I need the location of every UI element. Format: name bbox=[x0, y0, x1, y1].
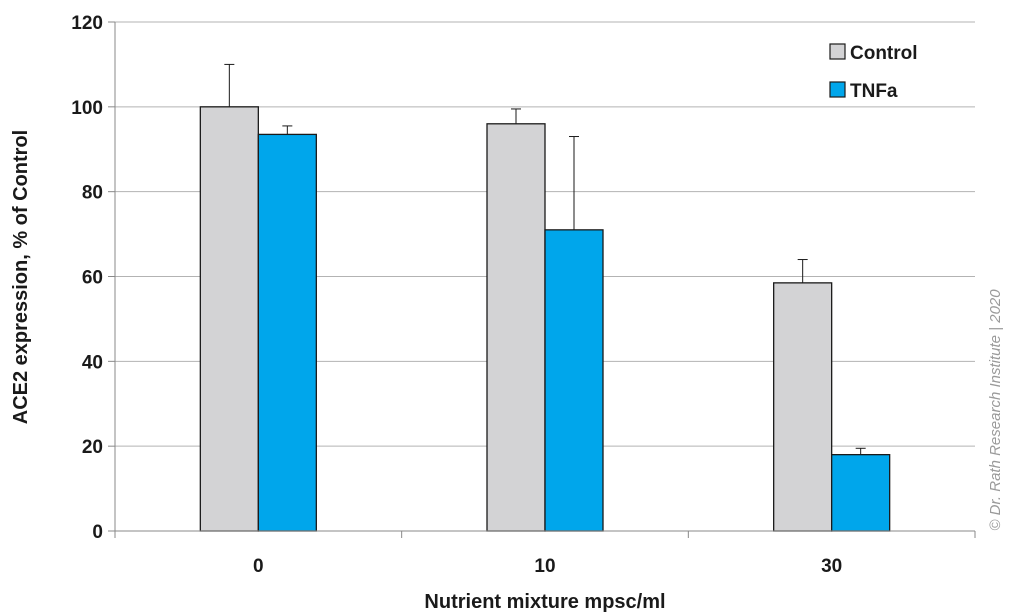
y-tick-label: 20 bbox=[82, 437, 103, 458]
x-tick-label: 10 bbox=[534, 556, 555, 577]
bar-tnfa-30 bbox=[831, 453, 891, 532]
x-tick-label: 0 bbox=[253, 556, 264, 577]
legend-label-control: Control bbox=[850, 43, 918, 64]
watermark: © Dr. Rath Research Institute | 2020 bbox=[987, 289, 1004, 531]
bar-tnfa-10 bbox=[544, 229, 604, 532]
legend: Control TNFa bbox=[829, 43, 918, 102]
bar-tnfa-0 bbox=[257, 133, 317, 532]
y-tick-labels: 0 20 40 60 80 100 120 bbox=[71, 13, 103, 543]
y-axis-title: ACE2 expression, % of Control bbox=[10, 130, 32, 425]
bar-control-0 bbox=[199, 106, 259, 532]
y-tick-label: 120 bbox=[71, 13, 103, 34]
legend-swatch-control bbox=[829, 43, 846, 60]
bar-control-10 bbox=[486, 123, 546, 532]
y-tick-label: 60 bbox=[82, 268, 103, 289]
y-tick-label: 0 bbox=[92, 522, 103, 543]
bars-group bbox=[199, 63, 891, 532]
legend-label-tnfa: TNFa bbox=[850, 81, 898, 102]
y-tick-label: 40 bbox=[82, 352, 103, 373]
axes bbox=[114, 22, 975, 532]
x-axis-title: Nutrient mixture mpsc/ml bbox=[424, 591, 665, 613]
legend-swatch-tnfa bbox=[829, 81, 846, 98]
x-tick-labels: 0 10 30 bbox=[253, 556, 842, 577]
x-tick-label: 30 bbox=[821, 556, 842, 577]
y-tick-label: 100 bbox=[71, 98, 103, 119]
y-tick-label: 80 bbox=[82, 183, 103, 204]
bar-control-30 bbox=[773, 282, 833, 532]
